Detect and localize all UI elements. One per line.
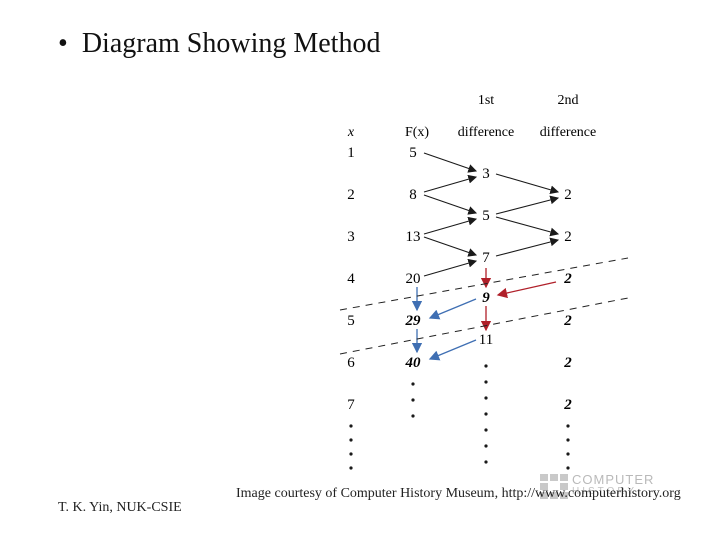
header-first-top: 1st bbox=[478, 93, 494, 108]
arrow-d1-to-sd1 bbox=[495, 173, 560, 195]
dot bbox=[349, 452, 353, 456]
first-diff-4: 9 bbox=[482, 290, 490, 306]
dot bbox=[484, 460, 488, 464]
fx-value-3: 13 bbox=[406, 229, 421, 245]
first-diff-3: 7 bbox=[482, 250, 490, 266]
difference-engine-diagram: x F(x) 1st difference 2nd difference 1 2… bbox=[339, 93, 629, 470]
dot bbox=[349, 424, 353, 428]
bullet-icon: • bbox=[58, 28, 68, 59]
continuation-dots bbox=[349, 364, 570, 470]
arrow-fx2-to-d2 bbox=[423, 194, 478, 215]
header-second-top: 2nd bbox=[558, 93, 579, 108]
x-value-6: 6 bbox=[347, 355, 355, 371]
fx-value-4: 20 bbox=[406, 271, 421, 287]
footer-author: T. K. Yin, NUK-CSIE bbox=[58, 500, 182, 515]
dashed-lines bbox=[339, 257, 629, 355]
header-first-bottom: difference bbox=[458, 125, 514, 140]
dot bbox=[566, 438, 570, 442]
dot bbox=[484, 396, 488, 400]
header-fx: F(x) bbox=[405, 125, 429, 140]
dot bbox=[566, 466, 570, 470]
logo-line-1: COMPUTER bbox=[572, 472, 655, 487]
fx-value-1: 5 bbox=[409, 145, 417, 161]
black-arrows bbox=[423, 152, 560, 277]
dot bbox=[484, 364, 488, 368]
first-diff-5: 11 bbox=[479, 332, 493, 348]
dot bbox=[411, 398, 415, 402]
dashed-line-upper bbox=[339, 257, 629, 311]
x-value-4: 4 bbox=[347, 271, 355, 287]
second-diff-4: 2 bbox=[563, 313, 572, 329]
arrow-fx4-to-d3 bbox=[423, 258, 478, 277]
fx-value-2: 8 bbox=[409, 187, 417, 203]
arrow-sd3-to-d4 bbox=[496, 281, 557, 299]
arrow-fx2-to-d1 bbox=[423, 174, 478, 193]
header-x: x bbox=[347, 125, 355, 140]
footer-credit: Image courtesy of Computer History Museu… bbox=[236, 486, 681, 501]
second-diff-1: 2 bbox=[564, 187, 572, 203]
dot bbox=[484, 428, 488, 432]
slide-title: • Diagram Showing Method bbox=[58, 28, 380, 60]
second-diff-2: 2 bbox=[564, 229, 572, 245]
fx-value-6: 40 bbox=[405, 355, 422, 371]
arrow-fx3-to-d2 bbox=[423, 216, 478, 235]
dot bbox=[484, 380, 488, 384]
dot bbox=[411, 414, 415, 418]
dot bbox=[484, 444, 488, 448]
dot bbox=[566, 452, 570, 456]
header-second-bottom: difference bbox=[540, 125, 596, 140]
fx-value-5: 29 bbox=[405, 313, 422, 329]
x-value-5: 5 bbox=[347, 313, 355, 329]
arrow-d2-to-sd2 bbox=[495, 216, 560, 237]
dot bbox=[349, 438, 353, 442]
arrow-d2-to-sd1 bbox=[495, 195, 560, 215]
dot bbox=[349, 466, 353, 470]
second-diff-6: 2 bbox=[563, 397, 572, 413]
arrow-d4-to-fx5 bbox=[428, 298, 477, 320]
first-diff-2: 5 bbox=[482, 208, 490, 224]
x-value-7: 7 bbox=[347, 397, 355, 413]
logo-line-2: HISTORY bbox=[572, 486, 638, 497]
computer-history-logo: COMPUTER HISTORY bbox=[540, 472, 670, 502]
logo-grid-icon bbox=[540, 474, 568, 500]
x-value-2: 2 bbox=[347, 187, 355, 203]
dashed-line-lower bbox=[339, 297, 629, 355]
first-diff-1: 3 bbox=[482, 166, 490, 182]
x-value-1: 1 bbox=[347, 145, 355, 161]
arrow-fx1-to-d1 bbox=[423, 152, 478, 173]
arrow-d5-to-fx6 bbox=[428, 339, 477, 361]
dot bbox=[411, 382, 415, 386]
slide-title-text: Diagram Showing Method bbox=[81, 28, 381, 59]
dot bbox=[566, 424, 570, 428]
x-value-3: 3 bbox=[347, 229, 355, 245]
arrow-fx3-to-d3 bbox=[423, 236, 478, 257]
dot bbox=[484, 412, 488, 416]
second-diff-5: 2 bbox=[563, 355, 572, 371]
blue-arrows bbox=[411, 287, 477, 361]
second-diff-3: 2 bbox=[563, 271, 572, 287]
arrow-d3-to-sd2 bbox=[495, 237, 560, 257]
